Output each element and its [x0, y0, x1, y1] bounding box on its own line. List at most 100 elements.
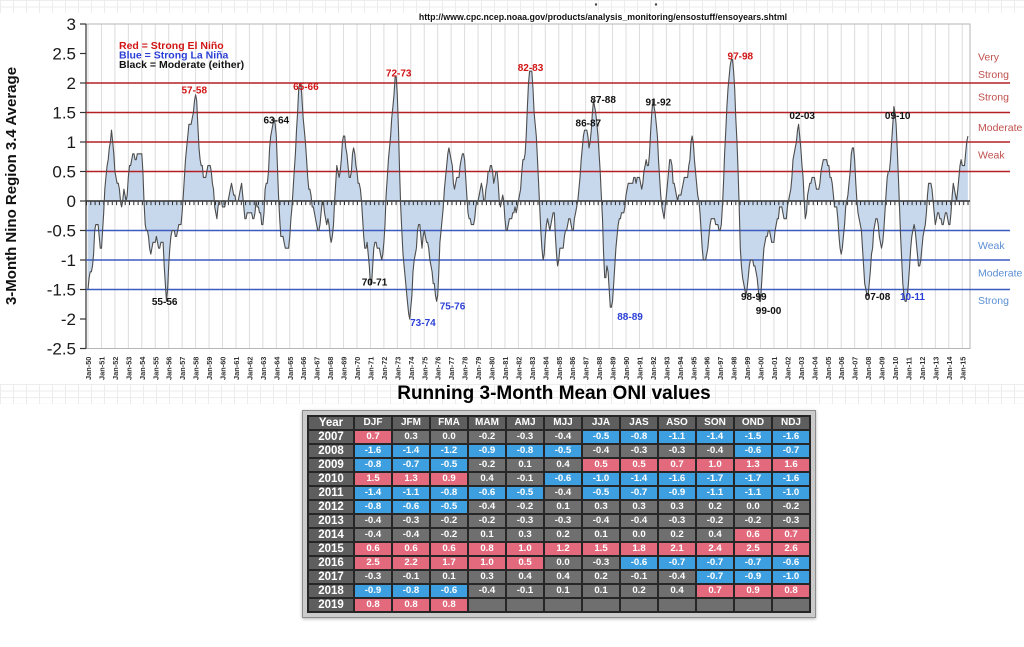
x-tick-label: Jan-03	[797, 357, 806, 380]
x-tick-label: Jan-74	[407, 356, 416, 380]
oni-value-cell: 0.1	[429, 569, 469, 585]
oni-value-cell: -0.4	[581, 513, 621, 529]
oni-value-cell: -0.5	[581, 485, 621, 501]
x-tick-label: Jan-06	[837, 357, 846, 380]
oni-value-cell: -0.7	[657, 555, 697, 571]
oni-value-cell: -1.6	[771, 429, 811, 445]
y-tick-label: 2	[67, 74, 76, 93]
oni-value-cell: 0.0	[733, 499, 773, 515]
oni-value-cell: 0.2	[543, 527, 583, 543]
x-tick-label: Jan-75	[420, 357, 429, 380]
event-annotation: 91-92	[645, 97, 671, 108]
x-tick-label: Jan-56	[165, 357, 174, 380]
x-tick-label: Jan-78	[461, 357, 470, 380]
cropped-title-fragment	[594, 3, 598, 6]
event-annotation: 75-76	[440, 302, 466, 313]
chart-texts: 3-Month Nino Region 3.4 Average http://ww…	[3, 3, 787, 305]
oni-value-cell	[657, 597, 697, 613]
oni-value-cell: 1.5	[353, 471, 393, 487]
oni-value-cell: 1.0	[467, 555, 507, 571]
x-tick-label: Jan-67	[313, 357, 322, 380]
oni-value-cell: -0.2	[505, 499, 545, 515]
oni-value-cell: 0.1	[543, 499, 583, 515]
event-annotation: 09-10	[885, 111, 911, 122]
oni-value-cell: 0.6	[391, 541, 431, 557]
oni-value-cell: -0.1	[619, 569, 659, 585]
season-column-header: MAM	[467, 415, 507, 431]
season-column-header: FMA	[429, 415, 469, 431]
oni-table-header-row: Year DJF JFM FMA MAM AMJ MJJ JJA JAS ASO SON OND NDJ	[307, 415, 811, 431]
oni-value-cell: -0.4	[543, 429, 583, 445]
year-cell: 2012	[307, 499, 355, 515]
oni-value-cell: 0.2	[695, 499, 735, 515]
x-tick-label: Jan-00	[757, 357, 766, 380]
oni-value-cell: -0.2	[771, 499, 811, 515]
season-column-header: DJF	[353, 415, 393, 431]
oni-value-cell: 1.0	[505, 541, 545, 557]
oni-value-cell: -1.4	[619, 471, 659, 487]
oni-value-cell: 0.8	[353, 597, 393, 613]
x-tick-label: Jan-12	[918, 357, 927, 380]
season-column-header: SON	[695, 415, 735, 431]
oni-value-cell: -0.6	[619, 555, 659, 571]
x-tick-label: Jan-90	[622, 357, 631, 380]
x-tick-label: Jan-15	[958, 357, 967, 380]
oni-value-cell: 0.3	[619, 499, 659, 515]
oni-value-cell: -1.6	[657, 471, 697, 487]
event-annotation: 65-66	[293, 82, 319, 93]
oni-value-cell: -1.0	[771, 569, 811, 585]
oni-value-cell: 1.2	[543, 541, 583, 557]
oni-value-cell: -0.9	[353, 583, 393, 599]
event-annotation: 55-56	[152, 297, 178, 308]
oni-value-cell: -0.4	[353, 513, 393, 529]
oni-value-cell: -0.7	[771, 443, 811, 459]
x-tick-label: Jan-55	[151, 357, 160, 380]
oni-value-cell: 0.3	[391, 429, 431, 445]
oni-value-cell: 0.6	[429, 541, 469, 557]
oni-value-cell: 0.8	[771, 583, 811, 599]
oni-value-cell: -1.6	[771, 471, 811, 487]
oni-value-cell: -0.3	[391, 513, 431, 529]
x-tick-label: Jan-71	[366, 357, 375, 380]
oni-value-cell: -0.8	[391, 583, 431, 599]
oni-value-cell: 2.1	[657, 541, 697, 557]
y-tick-label: 1	[67, 133, 76, 152]
oni-value-cell: 0.2	[581, 569, 621, 585]
x-tick-label: Jan-52	[111, 357, 120, 380]
oni-value-cell: 2.5	[733, 541, 773, 557]
y-tick-label: -1.5	[47, 281, 76, 300]
oni-value-cell: 0.5	[505, 555, 545, 571]
y-tick-label: -1	[61, 251, 76, 270]
oni-value-cell: 0.5	[581, 457, 621, 473]
oni-value-cell: -0.8	[429, 485, 469, 501]
y-tick-label: -2.5	[47, 340, 76, 359]
x-tick-label: Jan-98	[730, 357, 739, 380]
y-axis: 3 2.5 2 1.5 1 0.5 0 -0.5 -1 -1.5 -2 -2.5	[47, 15, 86, 359]
oni-value-cell: 0.4	[543, 569, 583, 585]
oni-value-cell: -0.1	[391, 569, 431, 585]
oni-table-row: 2014 -0.4 -0.4 -0.2 0.1 0.3 0.2 0.1 0.0 0.2 0.4 0.6…	[307, 527, 811, 543]
oni-value-cell: -0.3	[353, 569, 393, 585]
strength-band-label: Moderate	[978, 267, 1023, 279]
oni-value-cell: -0.1	[505, 471, 545, 487]
oni-value-cell: -0.4	[467, 583, 507, 599]
year-cell: 2015	[307, 541, 355, 557]
x-tick-label: Jan-60	[219, 357, 228, 380]
oni-value-cell: -0.6	[543, 471, 583, 487]
oni-value-cell: -0.2	[467, 513, 507, 529]
oni-value-cell: 0.9	[733, 583, 773, 599]
oni-table-title: Running 3-Month Mean ONI values	[397, 383, 711, 404]
oni-value-cell: 0.1	[467, 527, 507, 543]
cropped-title-fragment	[654, 3, 658, 6]
oni-value-cell: 0.8	[391, 597, 431, 613]
x-tick-label: Jan-13	[931, 357, 940, 380]
oni-value-cell: -1.7	[695, 471, 735, 487]
season-column-header: JJA	[581, 415, 621, 431]
oni-value-cell: -0.3	[771, 513, 811, 529]
x-tick-label: Jan-57	[178, 357, 187, 380]
spreadsheet-grid-top	[0, 0, 1024, 13]
oni-value-cell: -0.7	[695, 569, 735, 585]
oni-value-cell: -1.5	[733, 429, 773, 445]
oni-value-cell: -1.7	[733, 471, 773, 487]
oni-value-cell: 0.2	[619, 583, 659, 599]
